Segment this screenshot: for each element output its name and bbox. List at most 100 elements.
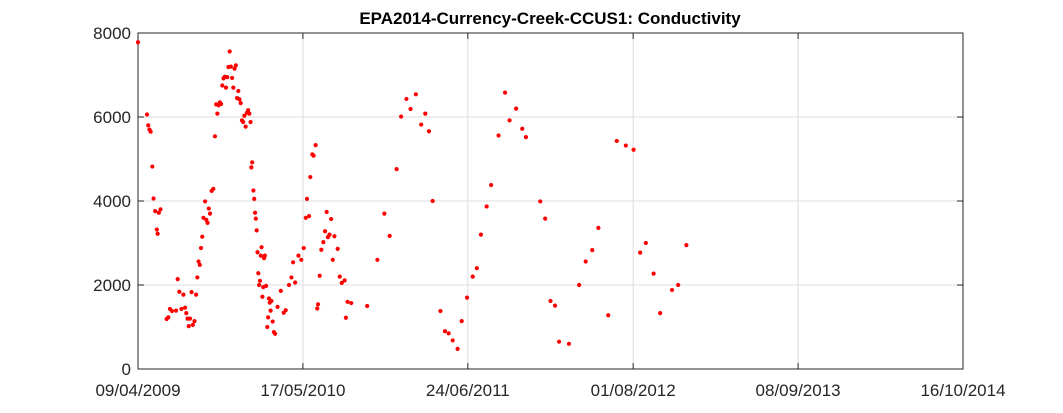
data-point: [257, 282, 262, 288]
data-point: [342, 278, 347, 283]
data-point: [166, 315, 171, 320]
data-point: [349, 300, 354, 306]
data-point: [596, 225, 601, 230]
data-point: [332, 234, 337, 239]
data-point: [577, 282, 582, 288]
data-point: [315, 306, 320, 311]
data-point: [238, 101, 243, 106]
data-point: [478, 232, 484, 237]
data-point: [442, 329, 448, 334]
data-point: [474, 266, 479, 271]
data-point: [502, 90, 508, 95]
data-point: [430, 198, 435, 204]
data-point: [262, 253, 267, 258]
data-point: [236, 88, 241, 94]
data-point: [184, 311, 189, 316]
data-point: [253, 216, 258, 221]
data-point: [181, 292, 186, 297]
data-point: [459, 319, 464, 324]
data-point: [293, 280, 298, 285]
data-point: [206, 206, 211, 211]
data-point: [232, 66, 237, 71]
x-tick-label: 17/05/2010: [260, 381, 345, 400]
data-point: [283, 308, 288, 313]
axis-ticks: 0 2000 4000 6000 8000 09/04/2009 17/05/2010 24/…: [93, 24, 1005, 400]
data-point: [260, 294, 265, 299]
data-point: [190, 322, 195, 327]
data-point: [155, 231, 160, 236]
data-point: [590, 248, 595, 253]
data-point: [651, 271, 656, 276]
data-point: [248, 119, 253, 125]
data-point: [337, 274, 342, 279]
data-point: [343, 315, 348, 320]
chart-title: EPA2014-Currency-Creek-CCUS1: Conductivi…: [359, 9, 741, 28]
data-point: [684, 243, 689, 248]
x-tick-label: 08/09/2013: [756, 381, 841, 400]
data-point: [241, 119, 246, 125]
data-point: [153, 208, 158, 214]
data-point: [375, 257, 380, 262]
data-point: [394, 166, 399, 172]
data-point: [269, 298, 274, 304]
data-point: [315, 302, 321, 307]
data-point: [335, 246, 340, 251]
data-point: [198, 245, 204, 251]
data-point: [135, 40, 141, 45]
data-point: [484, 204, 489, 209]
x-tick-label: 09/04/2009: [95, 381, 180, 400]
data-point: [252, 196, 257, 201]
data-point: [308, 174, 313, 180]
data-point: [455, 346, 460, 351]
data-point: [387, 233, 392, 238]
y-tick-label: 8000: [93, 24, 131, 43]
data-point: [186, 324, 191, 329]
data-point: [254, 228, 259, 233]
data-point: [268, 308, 273, 313]
x-tick-label: 24/06/2011: [426, 381, 510, 400]
data-point: [301, 245, 306, 251]
y-tick-label: 0: [122, 360, 131, 379]
data-point: [228, 64, 233, 69]
y-tick-label: 6000: [93, 108, 131, 127]
data-point: [225, 75, 230, 80]
data-point: [231, 85, 236, 90]
data-point: [158, 207, 163, 212]
data-point: [676, 282, 681, 288]
grid: [137, 32, 964, 370]
data-point: [426, 129, 432, 134]
data-point: [230, 75, 235, 81]
data-point: [192, 319, 197, 324]
data-point: [247, 111, 252, 116]
data-point: [215, 111, 220, 116]
data-point: [233, 63, 238, 68]
x-tick-label: 16/10/2014: [920, 381, 1005, 400]
data-point: [286, 282, 292, 288]
data-point: [250, 160, 255, 165]
data-point: [520, 126, 525, 131]
data-point: [211, 186, 216, 191]
data-point: [270, 319, 275, 324]
data-point: [548, 298, 553, 304]
data-point: [304, 196, 310, 201]
data-point: [243, 124, 248, 129]
data-point: [223, 85, 229, 90]
data-point: [327, 232, 332, 237]
data-point: [212, 134, 218, 139]
data-point: [290, 260, 296, 265]
x-tick-label: 01/08/2012: [591, 381, 676, 400]
y-tick-label: 4000: [93, 192, 131, 211]
data-point: [446, 331, 451, 336]
data-point: [296, 253, 301, 258]
data-point: [496, 133, 501, 138]
data-point: [423, 111, 428, 116]
data-point: [382, 211, 387, 216]
data-point: [259, 245, 264, 250]
data-point: [329, 216, 334, 222]
data-point: [470, 274, 475, 279]
data-point: [330, 257, 335, 262]
data-point: [556, 339, 562, 344]
data-point: [438, 308, 443, 314]
data-point: [275, 304, 280, 309]
